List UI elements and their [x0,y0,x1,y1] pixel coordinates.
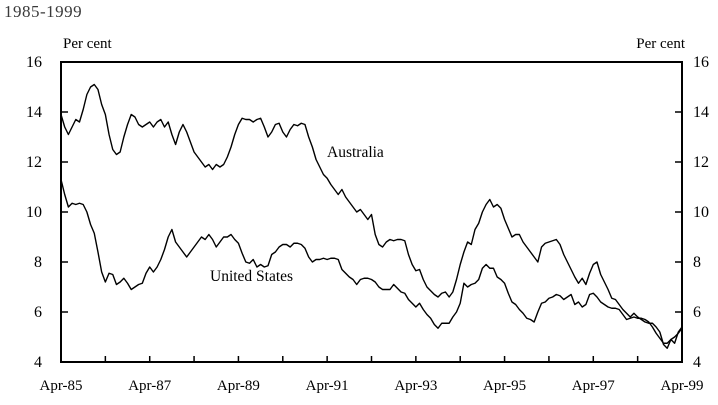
australia-series-label: Australia [327,144,384,161]
plot-frame [60,61,683,363]
x-tick-label: Apr-97 [572,378,616,394]
y-tick-label-right: 4 [693,354,701,371]
y-tick-label-right: 10 [693,204,709,221]
x-tick-label: Apr-95 [483,378,526,394]
y-tick-label-right: 14 [693,104,709,121]
y-tick-label-right: 16 [693,54,709,71]
y-tick-label-left: 10 [26,204,42,221]
united-states-series-label: United States [210,268,294,285]
y-tick-label-left: 4 [34,354,42,371]
y-axis-title-left: Per cent [63,36,112,52]
y-tick-label-left: 16 [26,54,42,71]
x-tick-label: Apr-87 [128,378,172,394]
x-tick-label: Apr-91 [306,378,349,394]
y-tick-label-right: 6 [693,304,701,321]
y-tick-label-left: 14 [26,104,42,121]
australia-line [60,83,683,349]
y-tick-label-right: 12 [693,154,709,171]
y-tick-label-right: 8 [693,254,701,271]
united-states-line [60,178,683,344]
y-tick-label-left: 8 [34,254,42,271]
y-tick-label-left: 12 [26,154,42,171]
y-tick-label-left: 6 [34,304,42,321]
x-tick-label: Apr-85 [39,378,82,394]
x-tick-label: Apr-99 [660,378,703,394]
chart-title: 1985-1999 [4,2,83,21]
x-tick-label: Apr-89 [217,378,260,394]
x-tick-label: Apr-93 [394,378,437,394]
y-axis-title-right: Per cent [636,36,685,52]
